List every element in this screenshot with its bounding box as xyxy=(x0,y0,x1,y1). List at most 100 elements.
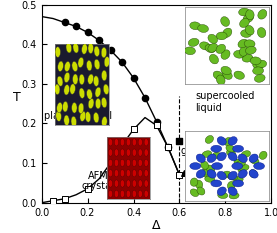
Ellipse shape xyxy=(57,103,62,113)
Ellipse shape xyxy=(217,171,226,180)
Text: supercooled
liquid: supercooled liquid xyxy=(196,91,255,113)
Ellipse shape xyxy=(132,159,136,167)
Ellipse shape xyxy=(102,70,107,81)
Ellipse shape xyxy=(222,28,232,38)
Ellipse shape xyxy=(233,145,243,152)
Ellipse shape xyxy=(73,74,78,85)
Ellipse shape xyxy=(190,178,198,186)
Point xyxy=(200,137,205,141)
Ellipse shape xyxy=(120,180,125,187)
Ellipse shape xyxy=(94,46,99,57)
Ellipse shape xyxy=(195,180,203,188)
Ellipse shape xyxy=(190,163,201,170)
Ellipse shape xyxy=(198,24,209,32)
Ellipse shape xyxy=(250,157,259,164)
Ellipse shape xyxy=(72,103,77,113)
Ellipse shape xyxy=(103,84,109,94)
Point xyxy=(205,165,209,169)
Ellipse shape xyxy=(132,190,136,198)
Ellipse shape xyxy=(190,189,199,197)
Point xyxy=(154,123,159,127)
Ellipse shape xyxy=(66,43,72,53)
Ellipse shape xyxy=(79,74,84,85)
Point xyxy=(97,38,101,42)
Ellipse shape xyxy=(253,61,264,69)
Ellipse shape xyxy=(205,136,214,143)
Ellipse shape xyxy=(108,139,113,146)
Ellipse shape xyxy=(57,76,63,86)
Point xyxy=(196,167,200,171)
Ellipse shape xyxy=(213,152,222,159)
Ellipse shape xyxy=(228,137,237,145)
Ellipse shape xyxy=(240,18,249,27)
Ellipse shape xyxy=(208,34,217,43)
Ellipse shape xyxy=(126,180,130,187)
Ellipse shape xyxy=(217,152,226,161)
Ellipse shape xyxy=(80,111,86,121)
Ellipse shape xyxy=(114,149,119,156)
Ellipse shape xyxy=(238,170,247,178)
Ellipse shape xyxy=(216,44,225,53)
Ellipse shape xyxy=(144,190,148,198)
Ellipse shape xyxy=(212,163,223,170)
Ellipse shape xyxy=(222,71,232,79)
Ellipse shape xyxy=(72,62,78,72)
Ellipse shape xyxy=(71,116,76,127)
Ellipse shape xyxy=(63,101,68,112)
Ellipse shape xyxy=(221,17,230,26)
Ellipse shape xyxy=(216,75,225,85)
Ellipse shape xyxy=(70,84,75,94)
Ellipse shape xyxy=(114,170,119,177)
Point xyxy=(182,171,186,175)
Point xyxy=(85,187,90,191)
Ellipse shape xyxy=(244,40,255,48)
Point xyxy=(166,145,170,149)
Ellipse shape xyxy=(232,163,243,170)
X-axis label: Δ: Δ xyxy=(152,219,161,232)
Ellipse shape xyxy=(126,149,130,156)
Point xyxy=(62,21,67,24)
Ellipse shape xyxy=(249,170,257,178)
Ellipse shape xyxy=(56,111,61,121)
Ellipse shape xyxy=(227,182,235,190)
Ellipse shape xyxy=(108,190,113,198)
Ellipse shape xyxy=(228,187,237,195)
Ellipse shape xyxy=(132,170,136,177)
Ellipse shape xyxy=(88,99,94,109)
Point xyxy=(131,76,136,80)
Ellipse shape xyxy=(236,160,245,167)
Ellipse shape xyxy=(132,180,136,187)
Ellipse shape xyxy=(241,151,250,158)
Point xyxy=(108,161,113,165)
Ellipse shape xyxy=(108,170,113,177)
Ellipse shape xyxy=(241,30,252,37)
Ellipse shape xyxy=(257,27,266,38)
Ellipse shape xyxy=(138,139,142,146)
Ellipse shape xyxy=(190,22,201,30)
Ellipse shape xyxy=(102,116,107,127)
Ellipse shape xyxy=(78,57,84,68)
Ellipse shape xyxy=(216,32,227,40)
Ellipse shape xyxy=(234,50,245,58)
Text: AFM
crystal: AFM crystal xyxy=(81,171,114,191)
Ellipse shape xyxy=(221,66,231,75)
Ellipse shape xyxy=(226,145,235,152)
Text: plastic crystal: plastic crystal xyxy=(44,111,112,120)
Ellipse shape xyxy=(196,154,205,163)
Ellipse shape xyxy=(243,14,253,23)
Ellipse shape xyxy=(132,139,136,146)
Ellipse shape xyxy=(259,151,267,159)
Y-axis label: T: T xyxy=(13,91,21,104)
Ellipse shape xyxy=(250,57,261,65)
Ellipse shape xyxy=(213,71,223,80)
Ellipse shape xyxy=(85,112,91,122)
Point xyxy=(189,137,193,141)
Ellipse shape xyxy=(120,159,125,167)
Ellipse shape xyxy=(108,180,113,187)
Ellipse shape xyxy=(82,44,87,54)
Ellipse shape xyxy=(246,10,254,20)
Ellipse shape xyxy=(138,180,142,187)
Ellipse shape xyxy=(234,71,244,79)
Point xyxy=(177,173,182,177)
Ellipse shape xyxy=(73,43,79,53)
